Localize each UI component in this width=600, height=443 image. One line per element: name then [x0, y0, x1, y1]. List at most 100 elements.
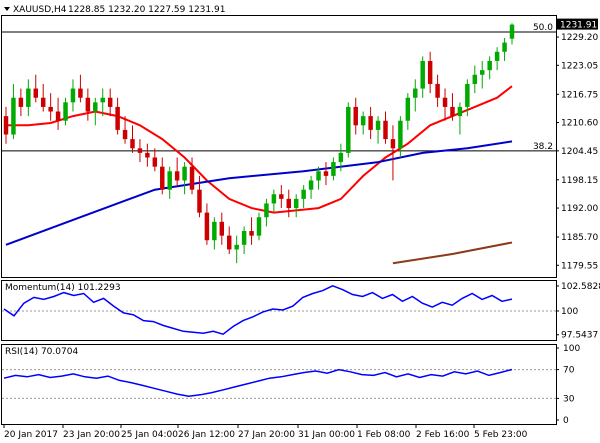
candle-body[interactable]: [145, 152, 150, 158]
candle-body[interactable]: [450, 106, 455, 117]
time-axis-label: 23 Jan 20:00: [63, 430, 120, 440]
rsi-panel-frame: [1, 344, 557, 425]
candle-body[interactable]: [293, 198, 299, 209]
candle-body[interactable]: [100, 97, 105, 103]
rsi-title: RSI(14) 70.0704: [5, 347, 78, 357]
rsi-axis-label: 0: [563, 416, 569, 426]
candle-body[interactable]: [279, 194, 284, 199]
candle-body[interactable]: [405, 97, 411, 121]
candle-body[interactable]: [465, 83, 470, 107]
candle-body[interactable]: [487, 60, 492, 71]
candle-body[interactable]: [390, 139, 396, 149]
rsi-line: [3, 368, 513, 397]
candle-body[interactable]: [48, 106, 53, 112]
candle-body[interactable]: [189, 166, 195, 190]
candle-body[interactable]: [55, 111, 61, 121]
momentum-axis-label: 100: [561, 307, 578, 317]
candle-body[interactable]: [331, 162, 336, 176]
candle-body[interactable]: [375, 120, 381, 130]
dropdown-triangle-icon[interactable]: [4, 7, 10, 11]
candle-body[interactable]: [167, 171, 172, 190]
rsi-panel[interactable]: RSI(14) 70.0704 100 70 30 0: [2, 344, 580, 426]
candle-body[interactable]: [435, 83, 440, 98]
candle-body[interactable]: [398, 120, 403, 149]
moving-average-line: [5, 140, 513, 246]
candle-body[interactable]: [70, 88, 76, 103]
candle-body[interactable]: [472, 74, 478, 84]
candle-body[interactable]: [271, 194, 277, 204]
candle-body[interactable]: [234, 244, 239, 250]
candle-body[interactable]: [383, 120, 388, 140]
candle-body[interactable]: [368, 116, 373, 130]
candle-body[interactable]: [33, 88, 38, 98]
candle-body[interactable]: [18, 97, 24, 107]
candle-body[interactable]: [3, 116, 9, 135]
main-price-panel[interactable]: 50.0 38.2 1179.55 1185.70 1192.00 1198.15 1204…: [2, 18, 598, 272]
main-panel-frame: [1, 15, 557, 278]
candle-body[interactable]: [360, 116, 366, 126]
candle-body[interactable]: [494, 51, 500, 61]
fib-level-label: 50.0: [533, 23, 553, 33]
momentum-line: [3, 284, 513, 336]
candle-body[interactable]: [182, 166, 187, 181]
candle-body[interactable]: [78, 88, 83, 98]
ohlc-readout: 1228.85 1232.20 1227.59 1231.91: [68, 5, 225, 15]
candle-body[interactable]: [227, 235, 232, 250]
candle-body[interactable]: [241, 231, 247, 245]
current-price-label: 1231.91: [560, 21, 597, 31]
price-axis-label: 1204.45: [561, 147, 598, 157]
chart-header: XAUUSD,H4 1228.85 1232.20 1227.59 1231.9…: [4, 5, 225, 15]
candle-body[interactable]: [122, 129, 128, 140]
candle-body[interactable]: [323, 171, 329, 176]
time-axis-label: 5 Feb 23:00: [474, 430, 528, 440]
candle-body[interactable]: [457, 106, 463, 117]
candle-body[interactable]: [286, 198, 291, 209]
candle-body[interactable]: [219, 221, 225, 236]
candle-body[interactable]: [427, 60, 433, 84]
time-axis-label: 20 Jan 2017: [4, 430, 58, 440]
candle-body[interactable]: [264, 203, 269, 218]
price-axis-label: 1229.20: [561, 33, 598, 43]
candle-body[interactable]: [174, 171, 180, 181]
price-axis-label: 1179.55: [561, 261, 598, 271]
candle-body[interactable]: [93, 102, 98, 112]
price-axis-label: 1185.70: [561, 233, 598, 243]
candle-body[interactable]: [346, 106, 351, 153]
candle-body[interactable]: [130, 139, 135, 149]
price-axis-label: 1216.75: [561, 90, 598, 100]
candle-body[interactable]: [413, 88, 418, 98]
candle-body[interactable]: [308, 180, 314, 190]
candle-body[interactable]: [152, 157, 158, 167]
candle-body[interactable]: [197, 189, 202, 213]
candle-body[interactable]: [26, 88, 31, 107]
candle-body[interactable]: [137, 148, 143, 153]
candle-body[interactable]: [301, 189, 306, 199]
time-axis: 20 Jan 2017 23 Jan 20:00 25 Jan 04:00 26 Ja…: [3, 424, 528, 440]
rsi-axis-label: 100: [563, 344, 580, 354]
candle-body[interactable]: [316, 171, 321, 181]
time-axis-label: 27 Jan 20:00: [238, 430, 295, 440]
candle-body[interactable]: [160, 166, 165, 190]
candle-body[interactable]: [249, 231, 254, 236]
candle-body[interactable]: [420, 60, 425, 89]
candle-body[interactable]: [107, 97, 113, 107]
candle-body[interactable]: [204, 212, 210, 241]
candle-body[interactable]: [353, 106, 358, 126]
candle-body[interactable]: [63, 102, 68, 121]
time-axis-label: 2 Feb 16:00: [416, 430, 470, 440]
candle-body[interactable]: [85, 97, 91, 112]
momentum-axis-label: 102.5828: [561, 282, 600, 292]
candle-body[interactable]: [40, 97, 46, 107]
candle-body[interactable]: [502, 42, 507, 52]
candle-body[interactable]: [442, 97, 448, 107]
moving-average-line: [6, 85, 513, 214]
candle-body[interactable]: [480, 70, 485, 75]
candle-body[interactable]: [11, 97, 16, 135]
candle-body[interactable]: [338, 152, 344, 163]
candle-body[interactable]: [212, 221, 217, 241]
momentum-panel[interactable]: Momentum(14) 101.2293 102.5828 100 97.5437: [2, 282, 600, 341]
candle-body[interactable]: [509, 24, 515, 39]
candle-body[interactable]: [115, 106, 120, 130]
candle-body[interactable]: [256, 217, 262, 236]
